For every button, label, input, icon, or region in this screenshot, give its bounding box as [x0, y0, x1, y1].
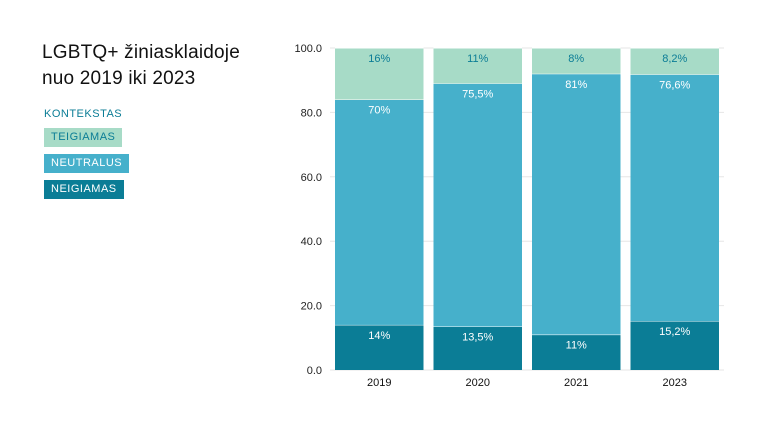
data-label: 76,6%	[659, 79, 690, 91]
x-category-label: 2019	[367, 377, 391, 389]
data-label: 11%	[467, 53, 488, 65]
x-category-label: 2020	[466, 377, 490, 389]
x-category-label: 2021	[564, 377, 588, 389]
bar-segment-neutralus	[335, 99, 424, 325]
y-tick-label: 40.0	[301, 236, 322, 248]
y-tick-label: 80.0	[301, 107, 322, 119]
bar-segment-neutralus	[532, 73, 621, 335]
y-tick-label: 100.0	[294, 43, 322, 55]
bar-segment-neigiamas	[532, 334, 621, 370]
legend: TEIGIAMAS NEUTRALUS NEIGIAMAS	[44, 128, 130, 206]
legend-item-neutralus: NEUTRALUS	[44, 154, 130, 173]
chart-title-line-2: nuo 2019 iki 2023	[42, 68, 196, 89]
data-label: 11%	[566, 340, 587, 352]
y-tick-label: 60.0	[301, 172, 322, 184]
chart-title: LGBTQ+ žiniasklaidoje nuo 2019 iki 2023	[42, 40, 282, 92]
chart-title-line-1: LGBTQ+ žiniasklaidoje	[42, 42, 240, 63]
bar-segment-teigiamas	[532, 48, 621, 74]
bar-segment-teigiamas	[335, 48, 424, 100]
legend-item-neigiamas: NEIGIAMAS	[44, 180, 124, 199]
data-label: 14%	[368, 330, 390, 342]
y-tick-label: 0.0	[307, 365, 322, 377]
legend-item-teigiamas: TEIGIAMAS	[44, 128, 123, 147]
y-tick-label: 20.0	[301, 301, 322, 313]
x-category-label: 2023	[663, 377, 687, 389]
data-label: 8%	[568, 53, 584, 65]
bar-segment-neigiamas	[335, 324, 424, 370]
data-label: 81%	[565, 79, 587, 91]
bar-segment-neigiamas	[433, 326, 522, 370]
data-label: 8,2%	[662, 53, 687, 65]
bar-segment-neigiamas	[630, 321, 719, 370]
data-label: 70%	[368, 105, 390, 117]
legend-heading: KONTEKSTAS	[44, 108, 123, 120]
data-label: 75,5%	[462, 88, 493, 100]
data-label: 16%	[368, 53, 390, 65]
bar-segment-teigiamas	[433, 48, 522, 84]
bar-segment-neutralus	[630, 74, 719, 322]
data-label: 13,5%	[462, 332, 493, 344]
bar-segment-teigiamas	[630, 48, 719, 75]
data-label: 15,2%	[659, 326, 690, 338]
bar-segment-neutralus	[433, 83, 522, 327]
